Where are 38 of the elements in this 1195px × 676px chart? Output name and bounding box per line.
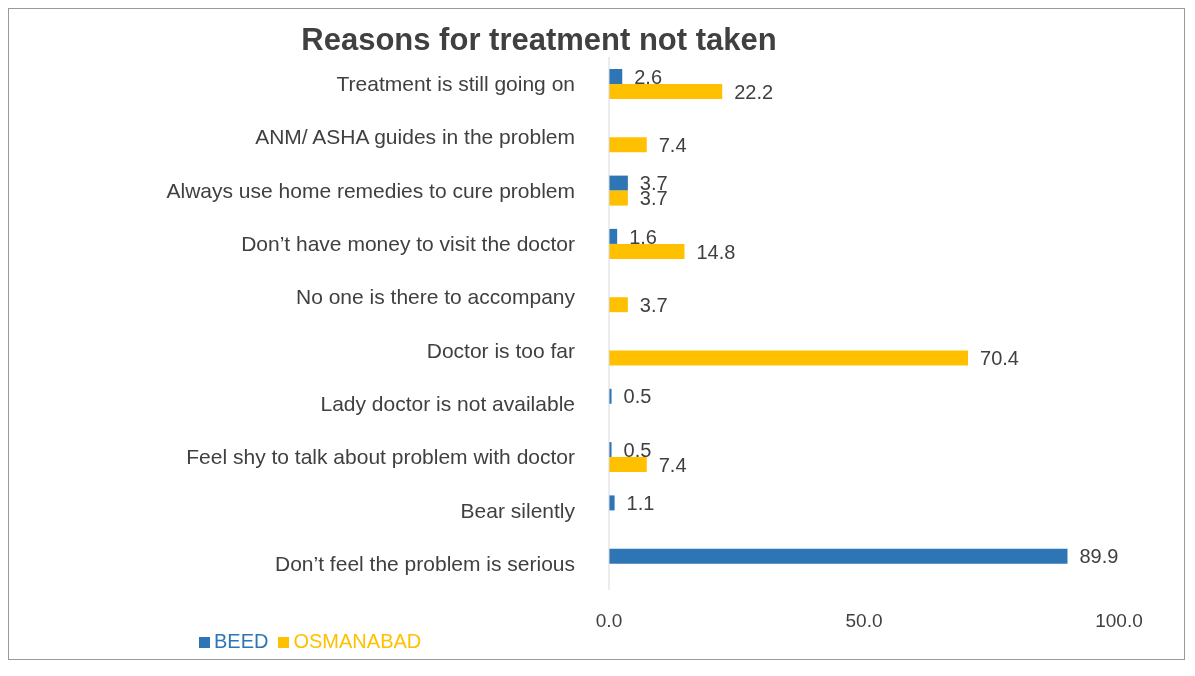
x-tick-label: 0.0 (595, 610, 623, 632)
data-label: 0.5 (623, 438, 652, 461)
bar (609, 137, 647, 153)
legend-label: BEED (214, 630, 269, 652)
y-tick-label: Doctor is too far (426, 338, 575, 362)
bar (609, 84, 723, 99)
bar (609, 457, 647, 473)
chart-title: Reasons for treatment not taken (300, 21, 778, 57)
y-tick-label: Lady doctor is not available (320, 391, 575, 415)
bar (609, 243, 685, 259)
data-label: 7.4 (658, 453, 687, 476)
data-label: 22.2 (734, 80, 774, 103)
y-tick-label: Always use home remedies to cure problem (166, 178, 575, 202)
bar (609, 69, 623, 84)
y-tick-label: ANM/ ASHA guides in the problem (255, 125, 575, 149)
data-label: 7.4 (658, 133, 687, 156)
data-label: 70.4 (980, 347, 1019, 370)
y-tick-label: Treatment is still going on (336, 72, 575, 96)
bar (609, 350, 969, 366)
y-tick-label: Feel shy to talk about problem with doctor (186, 445, 575, 469)
data-label: 0.5 (623, 385, 652, 408)
data-label: 3.7 (639, 293, 668, 316)
data-label: 14.8 (696, 240, 736, 263)
x-tick-label: 50.0 (845, 610, 883, 632)
x-tick-label: 100.0 (1095, 610, 1143, 632)
bar (609, 297, 628, 313)
data-label: 2.6 (634, 65, 663, 88)
y-tick-label: No one is there to accompany (296, 285, 576, 309)
y-tick-label: Bear silently (460, 498, 576, 522)
legend-label: OSMANABAD (293, 630, 422, 652)
y-tick-label: Don’t feel the problem is serious (275, 551, 575, 575)
bar (609, 548, 1068, 564)
data-label: 1.1 (626, 492, 655, 514)
bar (609, 190, 628, 206)
data-label: 1.6 (629, 225, 657, 248)
y-tick-label: Don’t have money to visit the doctor (241, 232, 575, 256)
bar (609, 175, 628, 191)
data-label: 89.9 (1079, 545, 1119, 568)
